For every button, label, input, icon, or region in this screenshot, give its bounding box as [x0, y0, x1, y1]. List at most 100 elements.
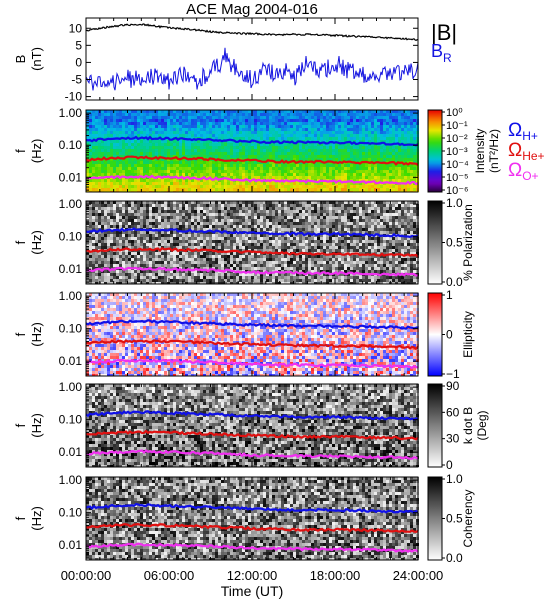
heatmap-cell	[308, 182, 311, 185]
heatmap-cell	[203, 185, 206, 188]
heatmap-cell	[374, 173, 377, 176]
heatmap-cell	[314, 179, 317, 182]
heatmap-cell	[407, 140, 410, 143]
heatmap-cell	[212, 161, 215, 164]
heatmap-cell	[251, 261, 254, 264]
heatmap-cell	[212, 234, 215, 237]
heatmap-cell	[377, 146, 380, 149]
heatmap-cell	[245, 222, 248, 225]
heatmap-cell	[185, 122, 188, 125]
heatmap-cell	[176, 270, 179, 273]
heatmap-cell	[182, 122, 185, 125]
heatmap-cell	[236, 252, 239, 255]
heatmap-cell	[230, 185, 233, 188]
heatmap-cell	[179, 207, 182, 210]
heatmap-cell	[380, 146, 383, 149]
heatmap-cell	[131, 140, 134, 143]
heatmap-cell	[371, 122, 374, 125]
heatmap-cell	[185, 240, 188, 243]
heatmap-cell	[188, 237, 191, 240]
heatmap-cell	[203, 188, 206, 191]
heatmap-cell	[203, 261, 206, 264]
heatmap-cell	[170, 173, 173, 176]
heatmap-cell	[197, 234, 200, 237]
heatmap-cell	[134, 207, 137, 210]
heatmap-cell	[128, 122, 131, 125]
heatmap-cell	[293, 188, 296, 191]
heatmap-cell	[248, 237, 251, 240]
heatmap-cell	[212, 276, 215, 279]
heatmap-cell	[350, 167, 353, 170]
heatmap-cell	[164, 252, 167, 255]
heatmap-cell	[266, 146, 269, 149]
heatmap-cell	[263, 240, 266, 243]
heatmap-cell	[389, 170, 392, 173]
heatmap-cell	[86, 116, 89, 119]
heatmap-cell	[368, 158, 371, 161]
heatmap-cell	[218, 143, 221, 146]
heatmap-cell	[203, 137, 206, 140]
heatmap-cell	[98, 279, 101, 282]
heatmap-cell	[233, 110, 236, 113]
heatmap-cell	[263, 213, 266, 216]
heatmap-cell	[392, 110, 395, 113]
heatmap-cell	[224, 137, 227, 140]
heatmap-cell	[149, 182, 152, 185]
heatmap-cell	[242, 261, 245, 264]
heatmap-cell	[92, 234, 95, 237]
heatmap-cell	[134, 264, 137, 267]
heatmap-cell	[209, 246, 212, 249]
heatmap-cell	[101, 167, 104, 170]
heatmap-cell	[242, 152, 245, 155]
heatmap-cell	[305, 134, 308, 137]
heatmap-cell	[290, 164, 293, 167]
heatmap-cell	[305, 173, 308, 176]
heatmap-cell	[116, 158, 119, 161]
heatmap-cell	[227, 128, 230, 131]
heatmap-cell	[203, 125, 206, 128]
heatmap-cell	[164, 170, 167, 173]
heatmap-cell	[188, 234, 191, 237]
heatmap-cell	[386, 164, 389, 167]
heatmap-cell	[212, 170, 215, 173]
heatmap-cell	[140, 179, 143, 182]
heatmap-cell	[290, 134, 293, 137]
heatmap-cell	[401, 176, 404, 179]
heatmap-cell	[257, 222, 260, 225]
heatmap-cell	[311, 176, 314, 179]
heatmap-cell	[92, 161, 95, 164]
heatmap-cell	[143, 182, 146, 185]
heatmap-cell	[353, 152, 356, 155]
heatmap-cell	[296, 113, 299, 116]
heatmap-cell	[161, 143, 164, 146]
heatmap-cell	[209, 164, 212, 167]
heatmap-cell	[242, 249, 245, 252]
heatmap-cell	[164, 122, 167, 125]
heatmap-cell	[149, 225, 152, 228]
heatmap-cell	[380, 173, 383, 176]
heatmap-cell	[98, 161, 101, 164]
heatmap-cell	[200, 179, 203, 182]
heatmap-cell	[113, 207, 116, 210]
heatmap-cell	[110, 182, 113, 185]
heatmap-cell	[413, 158, 416, 161]
heatmap-cell	[113, 210, 116, 213]
heatmap-cell	[392, 164, 395, 167]
heatmap-cell	[98, 131, 101, 134]
heatmap-cell	[269, 185, 272, 188]
heatmap-cell	[221, 201, 224, 204]
heatmap-cell	[260, 204, 263, 207]
heatmap-cell	[233, 237, 236, 240]
heatmap-cell	[191, 267, 194, 270]
heatmap-cell	[158, 116, 161, 119]
heatmap-cell	[257, 125, 260, 128]
heatmap-cell	[155, 125, 158, 128]
heatmap-cell	[239, 119, 242, 122]
heatmap-cell	[398, 158, 401, 161]
heatmap-cell	[383, 128, 386, 131]
heatmap-cell	[239, 128, 242, 131]
heatmap-cell	[104, 252, 107, 255]
heatmap-cell	[191, 167, 194, 170]
heatmap-cell	[122, 146, 125, 149]
heatmap-cell	[158, 140, 161, 143]
